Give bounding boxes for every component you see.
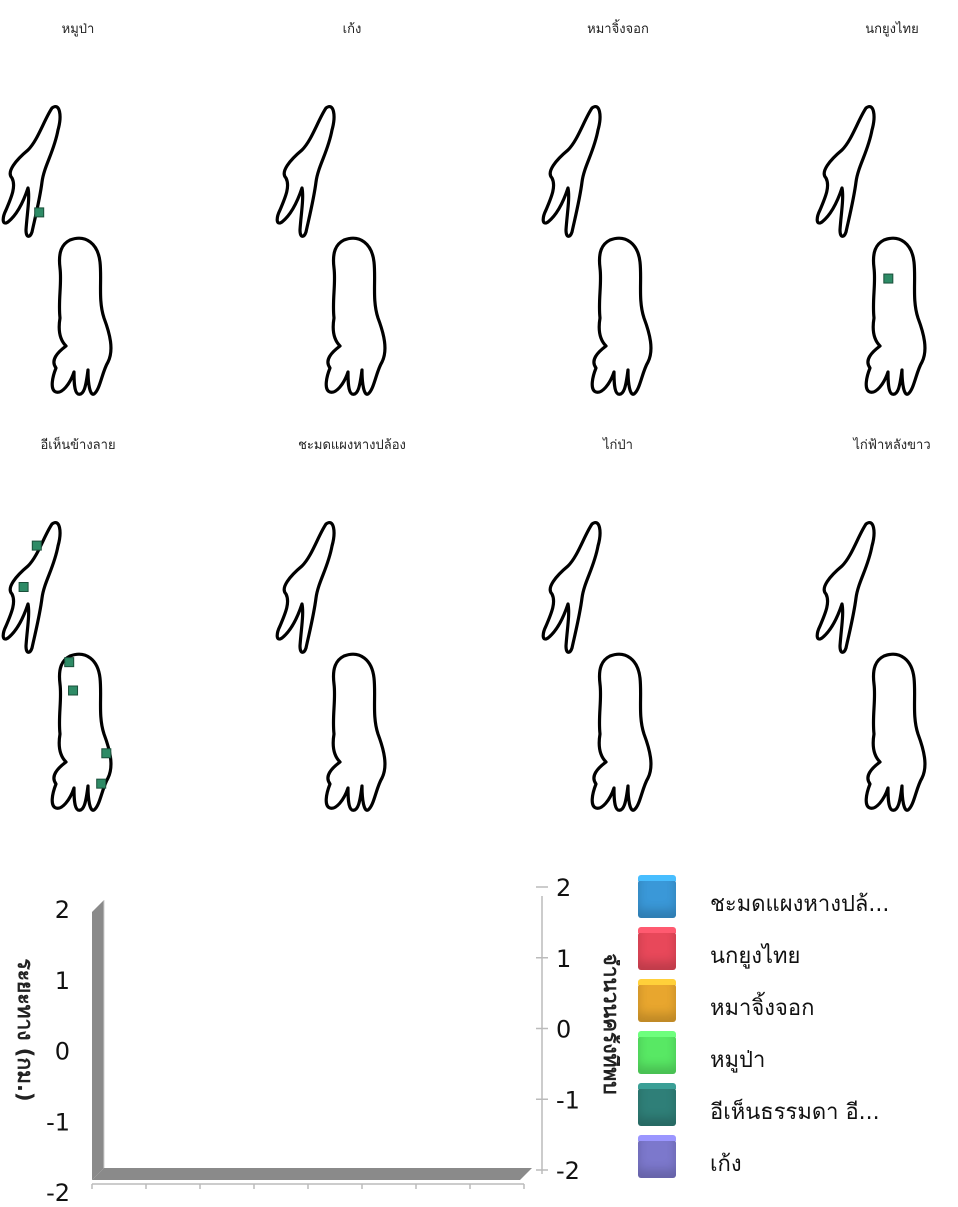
y-tick-label: 2: [55, 896, 70, 924]
island-map: [275, 521, 387, 812]
island-outline-south: [590, 236, 653, 396]
island-outline-south: [864, 652, 927, 812]
island-outline-south: [590, 652, 653, 812]
island-map: [1, 521, 113, 812]
map-title: ชะมดแผงหางปล้อง: [298, 438, 406, 453]
legend-label: ชะมดแผงหางปล้...: [710, 892, 890, 917]
island-outline-south: [324, 236, 387, 396]
legend-label: หมูป่า: [710, 1048, 766, 1073]
bar-chart: 2 1 0 -1 -2 2 1 0 -1 -2 ระยะทาง (กม.) จำนวนครั้ง…: [13, 874, 620, 1207]
legend-swatch: [638, 1036, 676, 1074]
sighting-marker: [64, 657, 75, 668]
island-map: [815, 105, 927, 396]
legend-swatch: [638, 984, 676, 1022]
island-outline-north: [1, 105, 62, 238]
chart-legend: ชะมดแผงหางปล้... นกยูงไทยหมาจิ้งจอกหมูป่า…: [634, 876, 958, 1188]
map-title: หมูป่า: [61, 22, 95, 37]
map-title: ไก่ฟ้าหลังขาว: [853, 438, 931, 453]
island-outline-north: [275, 105, 336, 238]
y-axis-ticks: 2 1 0 -1 -2: [46, 896, 70, 1207]
island-outline-north: [541, 521, 602, 654]
legend-item: นกยูงไทย: [634, 928, 958, 980]
map-title: อีเห็นข้างลาย: [40, 438, 116, 453]
y2-axis-label: จำนวนครั้งที่พบ: [599, 953, 620, 1094]
map-title: ไก่ป่า: [603, 438, 633, 453]
map-panel: ไก่ป่า: [518, 416, 718, 816]
island-outline-south: [864, 236, 927, 396]
island-map: [275, 105, 387, 396]
chart-3d-walls: [91, 896, 543, 1189]
map-panel: อีเห็นข้างลาย: [0, 416, 178, 816]
island-map: [541, 521, 653, 812]
sighting-marker: [68, 685, 79, 696]
island-outline-north: [275, 521, 336, 654]
y2-tick-label: -1: [556, 1086, 580, 1114]
sighting-marker: [34, 207, 45, 218]
sighting-marker: [18, 582, 29, 592]
island-outline-south: [50, 652, 113, 812]
y-axis-label: ระยะทาง (กม.): [13, 958, 37, 1101]
y2-tick-label: -2: [556, 1157, 580, 1185]
island-map: [1, 105, 113, 396]
legend-item: เก้ง: [634, 1136, 958, 1188]
island-map: [815, 521, 927, 812]
legend-label: อีเห็นธรรมดา อี...: [710, 1100, 880, 1125]
map-title: หมาจิ้งจอก: [587, 22, 649, 37]
map-panel: หมูป่า: [0, 0, 178, 400]
map-title: เก้ง: [342, 22, 362, 37]
map-panel: เก้ง: [252, 0, 452, 400]
legend-item: ชะมดแผงหางปล้...: [634, 876, 958, 928]
legend-item: หมูป่า: [634, 1032, 958, 1084]
y2-axis-ticks: 2 1 0 -1 -2: [536, 874, 580, 1185]
island-outline-south: [324, 652, 387, 812]
y2-tick-label: 2: [556, 874, 571, 902]
legend-item: อีเห็นธรรมดา อี...: [634, 1084, 958, 1136]
map-panel: ไก่ฟ้าหลังขาว: [792, 416, 958, 816]
sighting-marker: [101, 748, 112, 759]
sighting-marker: [31, 540, 42, 551]
sighting-marker: [96, 778, 107, 789]
chart-floor: [92, 1168, 532, 1180]
legend-label: หมาจิ้งจอก: [710, 996, 815, 1021]
island-outline-north: [541, 105, 602, 238]
y-tick-label: 1: [55, 967, 70, 995]
legend-swatch: [638, 1140, 676, 1178]
map-title: นกยูงไทย: [865, 22, 919, 37]
y-tick-label: -2: [46, 1179, 70, 1207]
map-panel: ชะมดแผงหางปล้อง: [252, 416, 452, 816]
y-tick-label: 0: [55, 1038, 70, 1066]
legend-swatch: [638, 1088, 676, 1126]
island-outline-north: [1, 521, 62, 654]
legend-swatch: [638, 932, 676, 970]
map-panel: นกยูงไทย: [792, 0, 958, 400]
chart-left-wall: [92, 900, 104, 1180]
island-outline-south: [50, 236, 113, 396]
legend-label: นกยูงไทย: [710, 944, 801, 969]
island-map: [541, 105, 653, 396]
map-panel: หมาจิ้งจอก: [518, 0, 718, 400]
legend-swatch: [638, 880, 676, 918]
legend-label: เก้ง: [710, 1152, 742, 1177]
island-outline-north: [815, 521, 876, 654]
legend-item: หมาจิ้งจอก: [634, 980, 958, 1032]
y2-tick-label: 0: [556, 1016, 571, 1044]
y-tick-label: -1: [46, 1108, 70, 1136]
y2-tick-label: 1: [556, 945, 571, 973]
sighting-marker: [883, 273, 894, 284]
island-outline-north: [815, 105, 876, 238]
